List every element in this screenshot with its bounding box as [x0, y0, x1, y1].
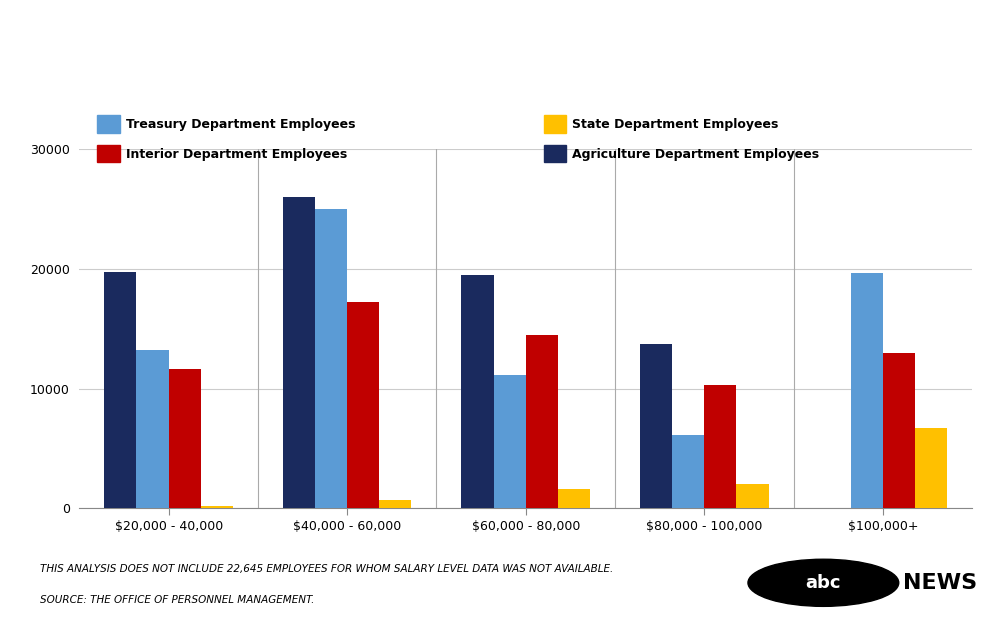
Bar — [169, 370, 200, 508]
Bar — [379, 500, 412, 508]
Bar — [673, 435, 704, 508]
Bar — [883, 353, 915, 508]
Bar — [200, 506, 233, 508]
Text: State Department Employees: State Department Employees — [572, 118, 779, 131]
Text: EMPLOYEE SALARIES AT: EMPLOYEE SALARIES AT — [253, 30, 739, 64]
Bar — [97, 145, 119, 162]
Bar — [736, 484, 769, 508]
Text: abc: abc — [806, 574, 841, 592]
Bar — [544, 145, 565, 162]
Bar — [347, 302, 379, 508]
Circle shape — [748, 559, 899, 606]
Text: HIGHLY IMPACTED AGENCIES: HIGHLY IMPACTED AGENCIES — [204, 76, 788, 110]
Bar — [283, 197, 315, 508]
Bar — [97, 115, 119, 133]
Text: Interior Department Employees: Interior Department Employees — [126, 148, 347, 161]
Bar — [137, 350, 169, 508]
Bar — [526, 335, 558, 508]
Bar — [704, 385, 736, 508]
Bar — [315, 209, 347, 508]
Text: SOURCE: THE OFFICE OF PERSONNEL MANAGEMENT.: SOURCE: THE OFFICE OF PERSONNEL MANAGEME… — [40, 595, 314, 605]
Bar — [104, 272, 137, 508]
Text: NEWS: NEWS — [903, 573, 977, 593]
Text: THIS ANALYSIS DOES NOT INCLUDE 22,645 EMPLOYEES FOR WHOM SALARY LEVEL DATA WAS N: THIS ANALYSIS DOES NOT INCLUDE 22,645 EM… — [40, 564, 613, 574]
Bar — [915, 428, 947, 508]
Bar — [544, 115, 565, 133]
Text: Treasury Department Employees: Treasury Department Employees — [126, 118, 355, 131]
Bar — [640, 344, 673, 508]
Bar — [494, 375, 526, 508]
Bar — [461, 275, 494, 508]
Bar — [851, 273, 883, 508]
Bar — [558, 489, 590, 508]
Text: Agriculture Department Employees: Agriculture Department Employees — [572, 148, 819, 161]
